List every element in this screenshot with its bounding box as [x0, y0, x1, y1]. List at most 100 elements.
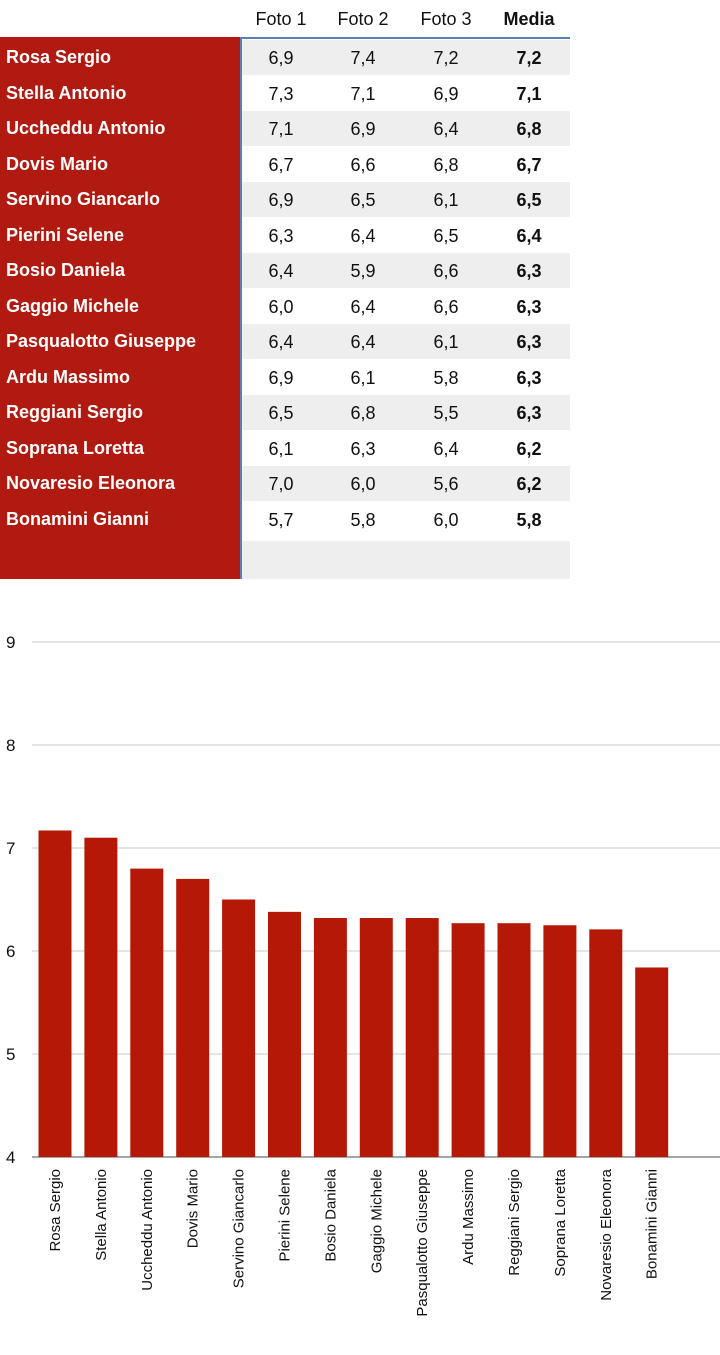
table-row: Uccheddu Antonio 7,1 6,9 6,4 6,8: [0, 111, 570, 146]
table-row: Novaresio Eleonora 7,0 6,0 5,6 6,2: [0, 466, 570, 501]
bar: [222, 899, 256, 1157]
y-tick-label: 9: [6, 633, 15, 652]
header-foto-3: Foto 3: [420, 9, 472, 29]
row-background: [242, 111, 570, 146]
row-background: [242, 75, 570, 111]
row-f3: 6,6: [433, 261, 459, 281]
x-tick-label: Pasqualotto Giuseppe: [414, 1169, 431, 1317]
header-foto-1: Foto 1: [255, 9, 307, 29]
row-background: [242, 430, 570, 466]
table-row: Gaggio Michele 6,0 6,4 6,6 6,3: [0, 288, 570, 324]
row-background: [242, 40, 570, 75]
row-f3: 5,6: [433, 474, 459, 494]
row-f2: 5,9: [350, 261, 376, 281]
row-name: Servino Giancarlo: [6, 189, 161, 209]
bar: [543, 925, 577, 1157]
row-f3: 6,1: [433, 332, 459, 352]
row-f1: 6,0: [268, 296, 294, 317]
row-f2: 7,1: [350, 83, 376, 104]
bar: [130, 868, 164, 1157]
row-name: Bonamini Gianni: [6, 508, 150, 529]
header-foto-2: Foto 2: [337, 9, 389, 29]
media-bar-chart: 4 5 6 7 8 9 Rosa Sergio Stella Antonio Uccheddu …: [6, 633, 720, 1317]
row-f2: 6,4: [350, 332, 376, 352]
row-media: 7,2: [516, 48, 542, 68]
row-name: Novaresio Eleonora: [6, 473, 176, 493]
y-tick-label: 8: [6, 736, 15, 755]
row-f2: 6,6: [350, 154, 376, 175]
row-media: 6,3: [516, 261, 542, 281]
row-f3: 5,8: [433, 367, 459, 388]
table-row: Rosa Sergio 6,9 7,4 7,2 7,2: [0, 40, 570, 75]
bar: [84, 837, 118, 1157]
x-tick-label: Bosio Daniela: [322, 1168, 339, 1261]
blank-row: [242, 541, 570, 579]
bar: [635, 967, 669, 1157]
row-media: 6,2: [516, 474, 542, 494]
bar: [451, 923, 485, 1157]
row-f1: 6,3: [268, 225, 294, 246]
row-f2: 6,1: [350, 367, 376, 388]
table-row: Bonamini Gianni 5,7 5,8 6,0 5,8: [0, 501, 570, 537]
row-f3: 6,5: [433, 225, 459, 246]
row-name: Pasqualotto Giuseppe: [6, 331, 197, 351]
name-column: [0, 37, 240, 579]
row-name: Gaggio Michele: [6, 295, 140, 316]
row-f2: 6,5: [350, 190, 376, 210]
row-background: [242, 395, 570, 430]
row-media: 6,3: [516, 403, 542, 423]
x-tick-label: Gaggio Michele: [368, 1169, 385, 1273]
table-row: Ardu Massimo 6,9 6,1 5,8 6,3: [0, 359, 570, 395]
row-background: [242, 324, 570, 359]
row-f2: 6,3: [350, 438, 376, 459]
x-tick-label: Dovis Mario: [185, 1169, 202, 1248]
row-f1: 6,9: [268, 190, 294, 210]
table-row: Dovis Mario 6,7 6,6 6,8 6,7: [0, 146, 570, 182]
header-divider: [242, 37, 570, 39]
row-media: 6,3: [516, 367, 542, 388]
row-media: 7,1: [516, 83, 542, 104]
bar: [38, 830, 72, 1157]
row-f1: 7,3: [268, 83, 294, 104]
row-media: 6,8: [516, 119, 542, 139]
x-tick-label: Reggiani Sergio: [506, 1169, 523, 1276]
table-row: Stella Antonio 7,3 7,1 6,9 7,1: [0, 75, 570, 111]
row-f2: 6,0: [350, 474, 376, 494]
row-background: [242, 466, 570, 501]
row-f1: 6,9: [268, 48, 294, 68]
table-row: Reggiani Sergio 6,5 6,8 5,5 6,3: [0, 395, 570, 430]
row-f3: 6,4: [433, 119, 459, 139]
row-f3: 6,0: [433, 509, 459, 530]
name-column-divider: [240, 37, 242, 579]
row-f2: 6,9: [350, 119, 376, 139]
x-tick-label: Servino Giancarlo: [231, 1169, 248, 1288]
row-background: [242, 359, 570, 395]
row-f3: 6,9: [433, 83, 459, 104]
y-tick-label: 7: [6, 839, 15, 858]
row-name: Uccheddu Antonio: [6, 118, 166, 138]
row-name: Bosio Daniela: [6, 260, 126, 280]
row-media: 6,3: [516, 296, 542, 317]
bar: [589, 929, 623, 1157]
row-media: 6,3: [516, 332, 542, 352]
bar: [359, 918, 393, 1157]
bar: [176, 878, 210, 1157]
row-f1: 6,1: [268, 438, 294, 459]
row-f2: 6,4: [350, 225, 376, 246]
bar: [268, 911, 301, 1157]
x-tick-label: Uccheddu Antonio: [139, 1169, 156, 1291]
bar: [497, 923, 531, 1157]
row-f1: 7,1: [268, 119, 294, 139]
row-background: [242, 253, 570, 288]
x-tick-label: Bonamini Gianni: [644, 1169, 661, 1279]
x-tick-label: Stella Antonio: [93, 1169, 110, 1261]
row-background: [242, 501, 570, 537]
row-f3: 5,5: [433, 403, 459, 423]
row-f1: 6,4: [268, 261, 294, 281]
row-f1: 5,7: [268, 509, 294, 530]
table-row: Bosio Daniela 6,4 5,9 6,6 6,3: [0, 253, 570, 288]
row-f3: 6,1: [433, 190, 459, 210]
x-tick-label: Soprana Loretta: [552, 1168, 569, 1276]
row-f3: 6,6: [433, 296, 459, 317]
row-background: [242, 217, 570, 253]
